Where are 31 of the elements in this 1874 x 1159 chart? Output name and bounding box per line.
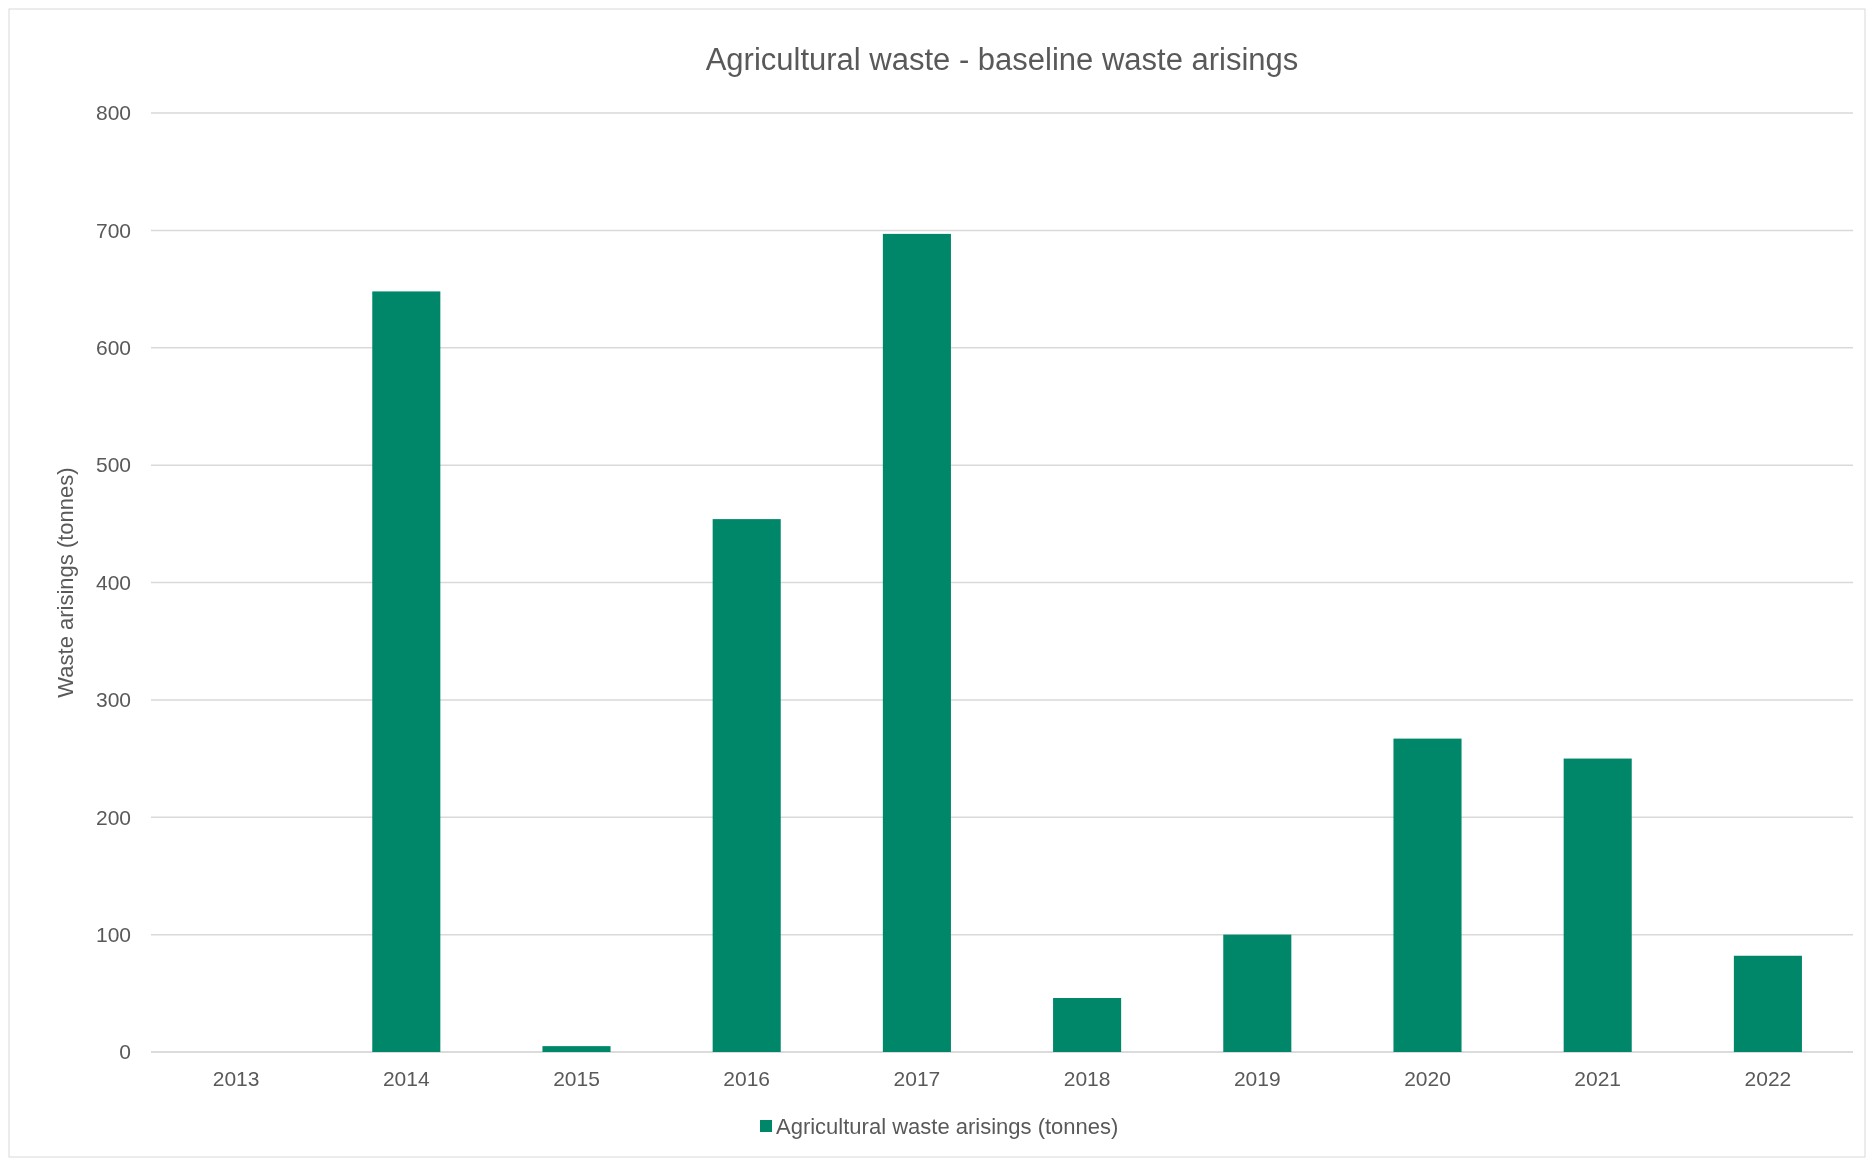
bar [1563, 758, 1632, 1052]
y-tick-label: 400 [95, 570, 131, 594]
y-tick-label: 800 [95, 101, 131, 125]
legend-label: Agricultural waste arisings (tonnes) [776, 1114, 1119, 1139]
bar [1733, 955, 1802, 1052]
x-tick-label: 2013 [212, 1067, 260, 1090]
chart-title: Agricultural waste - baseline waste arisings [705, 42, 1299, 77]
bar [712, 519, 781, 1052]
y-tick-label: 300 [95, 688, 131, 712]
x-tick-label: 2022 [1744, 1067, 1792, 1090]
x-tick-label: 2021 [1574, 1067, 1622, 1090]
y-tick-label: 500 [95, 453, 131, 477]
bar [1053, 998, 1122, 1052]
y-tick-label: 700 [95, 218, 131, 242]
y-tick-label: 600 [95, 336, 131, 360]
y-tick-label: 100 [95, 922, 131, 946]
x-tick-label: 2018 [1063, 1067, 1111, 1090]
bar [1223, 934, 1292, 1052]
x-tick-label: 2014 [382, 1067, 430, 1090]
x-tick-label: 2016 [723, 1067, 771, 1090]
x-tick-label: 2015 [553, 1067, 600, 1090]
bar [542, 1046, 611, 1052]
bar [372, 291, 441, 1052]
x-tick-label: 2020 [1404, 1067, 1451, 1090]
y-tick-label: 200 [95, 805, 131, 829]
x-tick-label: 2017 [893, 1067, 941, 1090]
bar [882, 233, 951, 1052]
y-tick-label: 0 [119, 1040, 131, 1064]
x-tick-label: 2019 [1233, 1067, 1281, 1090]
y-axis-title: Waste arisings (tonnes) [53, 467, 78, 698]
bar [1393, 738, 1462, 1052]
